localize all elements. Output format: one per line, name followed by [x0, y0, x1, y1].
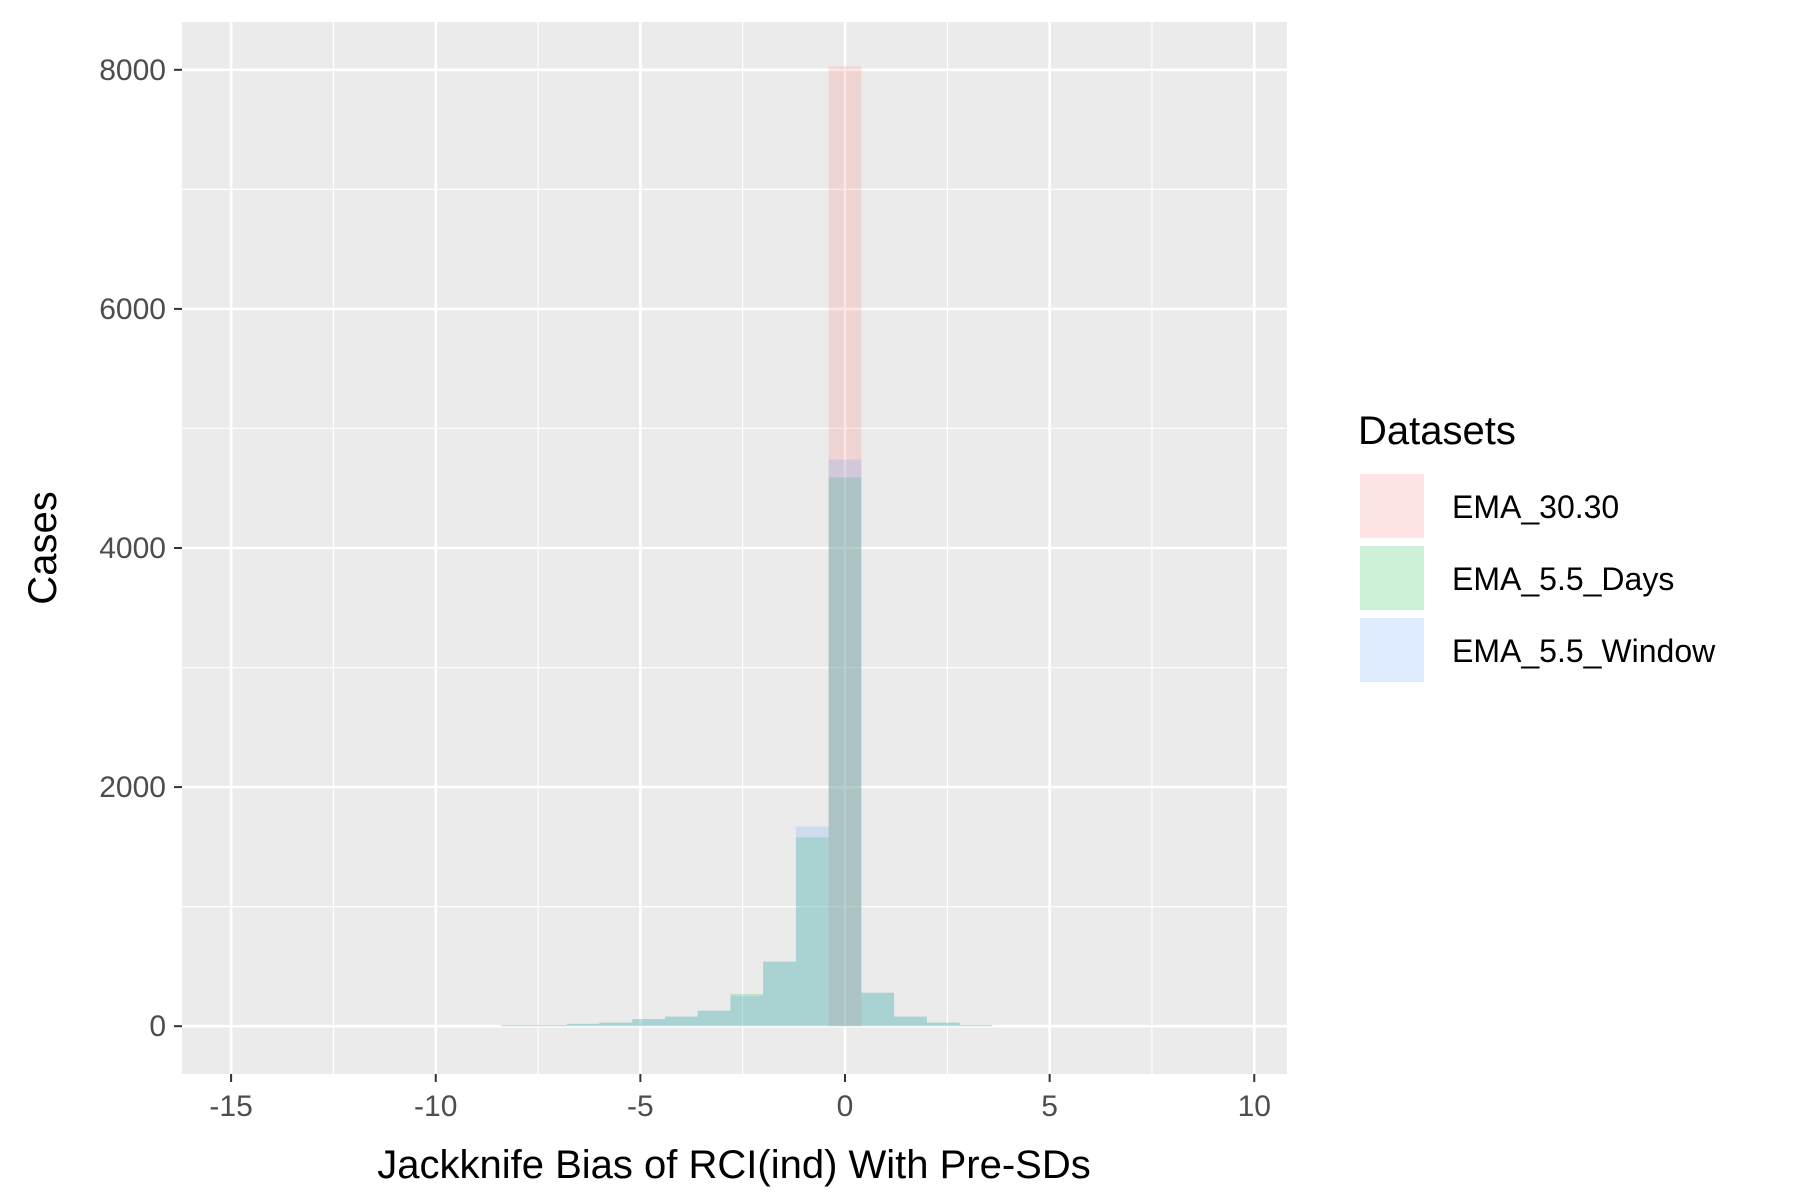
histogram-bar — [763, 961, 796, 1027]
histogram-bar — [730, 996, 764, 1027]
histogram-bar — [926, 1022, 960, 1027]
y-tick-label: 6000 — [99, 293, 166, 326]
histogram-bar — [566, 1023, 600, 1027]
y-tick-label: 2000 — [99, 771, 166, 804]
histogram-bar — [697, 1010, 731, 1027]
legend-key — [1360, 474, 1424, 538]
x-tick-label: -15 — [209, 1090, 252, 1123]
series-EMA_5.5_Days — [501, 477, 993, 1027]
legend-label: EMA_5.5_Window — [1452, 633, 1716, 669]
grid-layer — [182, 22, 1287, 1074]
histogram-bar — [828, 66, 862, 1027]
histogram-bar — [697, 1010, 731, 1027]
histogram-bar — [730, 993, 764, 1027]
histogram-bar — [763, 961, 796, 1027]
legend-key — [1360, 546, 1424, 610]
histogram-bar — [861, 992, 895, 1027]
series-EMA_30.30 — [828, 66, 862, 1027]
histogram-bar — [664, 1016, 698, 1027]
axes-layer: -15 -10 -5 0 5 10 0 2000 4000 6000 8000 — [99, 54, 1271, 1123]
histogram-bar — [795, 826, 829, 1027]
histogram-bar — [959, 1024, 993, 1027]
histogram-bar — [861, 992, 895, 1027]
histogram-bar — [501, 1024, 534, 1027]
legend-key-background — [1358, 616, 1426, 684]
legend-key — [1360, 618, 1424, 682]
x-tick-label: 5 — [1041, 1090, 1058, 1123]
y-tick-label: 4000 — [99, 532, 166, 565]
histogram-bar — [632, 1019, 665, 1027]
x-tick-label: 0 — [837, 1090, 854, 1123]
legend-title: Datasets — [1358, 409, 1516, 453]
y-tick-label: 0 — [149, 1010, 166, 1043]
histogram-bar — [533, 1024, 567, 1027]
histogram-bar — [501, 1024, 534, 1027]
histogram-bar — [894, 1016, 927, 1027]
series-EMA_5.5_Window — [501, 459, 993, 1027]
histogram-bar — [795, 837, 829, 1027]
legend-label: EMA_5.5_Days — [1452, 561, 1674, 597]
x-axis-title: Jackknife Bias of RCI(ind) With Pre-SDs — [377, 1143, 1091, 1187]
histogram-bar — [599, 1022, 633, 1027]
legend-key-background — [1358, 544, 1426, 612]
legend-label: EMA_30.30 — [1452, 489, 1619, 525]
bars-layer — [501, 66, 993, 1027]
legend: Datasets EMA_30.30 EMA_5.5_Days EMA_5.5_Wi… — [1358, 409, 1716, 684]
x-tick-label: -5 — [627, 1090, 654, 1123]
histogram-bar — [533, 1024, 567, 1027]
histogram-bar — [828, 477, 862, 1027]
histogram-bar — [894, 1016, 927, 1027]
y-tick-label: 8000 — [99, 54, 166, 87]
histogram-bar — [926, 1022, 960, 1027]
histogram-bar — [959, 1024, 993, 1027]
histogram-bar — [632, 1019, 665, 1027]
x-tick-label: 10 — [1238, 1090, 1271, 1123]
histogram-bar — [828, 459, 862, 1027]
histogram-bar — [566, 1023, 600, 1027]
y-axis-title: Cases — [21, 491, 65, 604]
histogram-bar — [599, 1022, 633, 1027]
x-tick-label: -10 — [414, 1090, 457, 1123]
legend-key-background — [1358, 472, 1426, 540]
histogram-bar — [664, 1016, 698, 1027]
